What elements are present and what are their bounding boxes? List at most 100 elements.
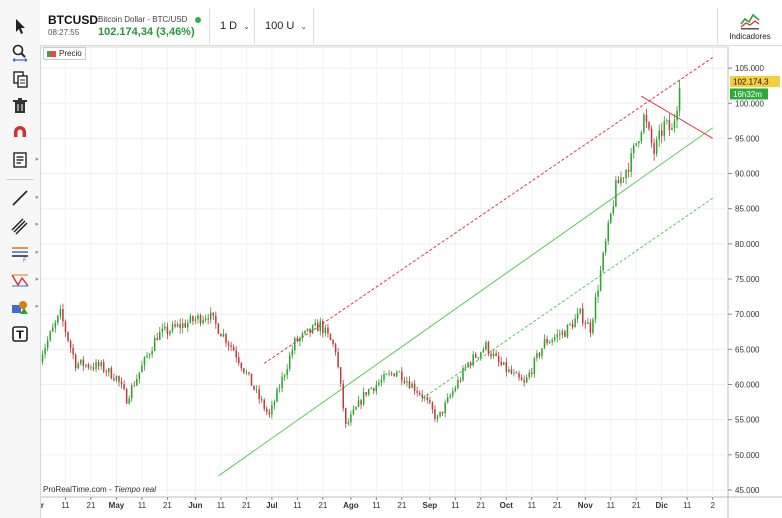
candle-body (385, 374, 388, 376)
candle-body (607, 222, 610, 242)
candle-body (378, 382, 380, 385)
candle-body (339, 367, 342, 384)
candle-body (49, 331, 51, 341)
candle-body (615, 179, 617, 207)
candle-body (192, 316, 194, 322)
time-tick-label: 11 (217, 501, 226, 510)
text-tool-icon[interactable]: T (8, 322, 32, 346)
last-price-tag-label: 102.174,3 (733, 77, 769, 86)
time-tick-label: 21 (163, 501, 172, 510)
candle-body (133, 385, 136, 387)
shapes-icon[interactable]: ▸ (8, 295, 39, 319)
candle-body (505, 362, 508, 372)
copy-icon[interactable] (8, 67, 32, 91)
candle-body (439, 411, 441, 417)
candle-body (90, 367, 92, 369)
time-tick-label: 11 (138, 501, 147, 510)
candle-body (164, 326, 166, 329)
candle-body (314, 322, 316, 326)
candle-body (74, 354, 77, 369)
list-icon[interactable]: ▸ (8, 148, 39, 172)
line-tool-icon[interactable]: ▸ (8, 186, 39, 210)
candle-body (138, 372, 141, 379)
drawing-toolbar: ▸ ▸ ▸ F ▸ ▸ ▸ T (0, 0, 41, 518)
zigzag-icon[interactable]: ▸ (8, 268, 39, 292)
candle-body (553, 336, 556, 340)
candle-body (248, 372, 250, 374)
indicators-button[interactable]: Indicadores (717, 8, 782, 44)
candle-body (204, 318, 207, 320)
candle-body (431, 402, 434, 410)
candle-body (263, 399, 266, 409)
candle-body (283, 375, 286, 377)
candle-body (424, 397, 426, 399)
candle-body (411, 383, 413, 388)
candle-body (528, 372, 531, 378)
candle-body (125, 389, 128, 404)
candle-body (281, 376, 283, 389)
candle-body (388, 373, 390, 375)
time-tick-label: 11 (451, 501, 460, 510)
trend-line-green-lower (218, 127, 713, 477)
candle-body (403, 380, 406, 383)
candle-body (645, 114, 648, 123)
candle-body (650, 128, 653, 143)
candle-body (44, 347, 46, 355)
candle-body (625, 169, 627, 179)
candle-body (108, 368, 110, 373)
units-dropdown[interactable]: 100 U ⌄ (254, 8, 309, 44)
candle-body (41, 354, 44, 362)
candle-body (500, 362, 502, 365)
candle-body (240, 363, 243, 369)
magnet-icon[interactable] (8, 121, 32, 145)
parallel-lines-icon[interactable]: ▸ (8, 213, 39, 237)
candle-body (329, 333, 332, 341)
zoom-icon[interactable] (8, 41, 32, 65)
candle-body (538, 353, 541, 357)
candle-body (523, 380, 525, 383)
period-dropdown[interactable]: 1 D ⌄ (209, 8, 256, 44)
candle-body (418, 392, 421, 395)
candle-body (327, 327, 329, 334)
candle-body (316, 322, 319, 332)
time-tick-label: 21 (87, 501, 96, 510)
candle-body (515, 372, 518, 374)
chart-header: BTCUSD 08:27:55 Bitcoin Dollar - BTC/USD… (40, 0, 782, 46)
candlesticks (39, 79, 681, 428)
candle-body (658, 130, 660, 140)
candle-body (434, 409, 436, 419)
candle-body (655, 139, 658, 154)
candle-body (105, 371, 108, 373)
candle-body (678, 87, 681, 111)
candle-body (541, 348, 543, 357)
candle-body (118, 376, 120, 382)
candle-body (472, 354, 474, 366)
candle-body (574, 318, 576, 328)
candle-body (319, 320, 322, 332)
candle-body (508, 369, 510, 372)
candle-body (113, 378, 115, 381)
svg-text:F: F (23, 257, 27, 263)
candle-body (635, 143, 638, 146)
candle-body (352, 409, 355, 415)
candle-body (299, 337, 301, 342)
candle-body (525, 377, 528, 383)
last-price-tag (730, 75, 780, 87)
series-legend[interactable]: Precio (43, 47, 86, 60)
candle-body (199, 315, 202, 324)
candle-body (59, 308, 62, 316)
fibonacci-icon[interactable]: F ▸ (12, 247, 39, 263)
time-axis: br1121May1121Jun1121Jul1121Ago1121Sep112… (36, 497, 715, 510)
candle-body (370, 388, 373, 390)
candle-body (612, 206, 615, 214)
instrument-name: Bitcoin Dollar - BTC/USD (98, 15, 188, 24)
candle-body (536, 353, 538, 359)
time-tick-label: 21 (632, 501, 641, 510)
cursor-icon[interactable] (8, 14, 32, 38)
symbol-name[interactable]: BTCUSD (48, 13, 98, 27)
candle-body (92, 367, 95, 369)
candle-body (227, 343, 230, 346)
candle-body (454, 388, 457, 392)
trash-icon[interactable] (8, 94, 32, 118)
